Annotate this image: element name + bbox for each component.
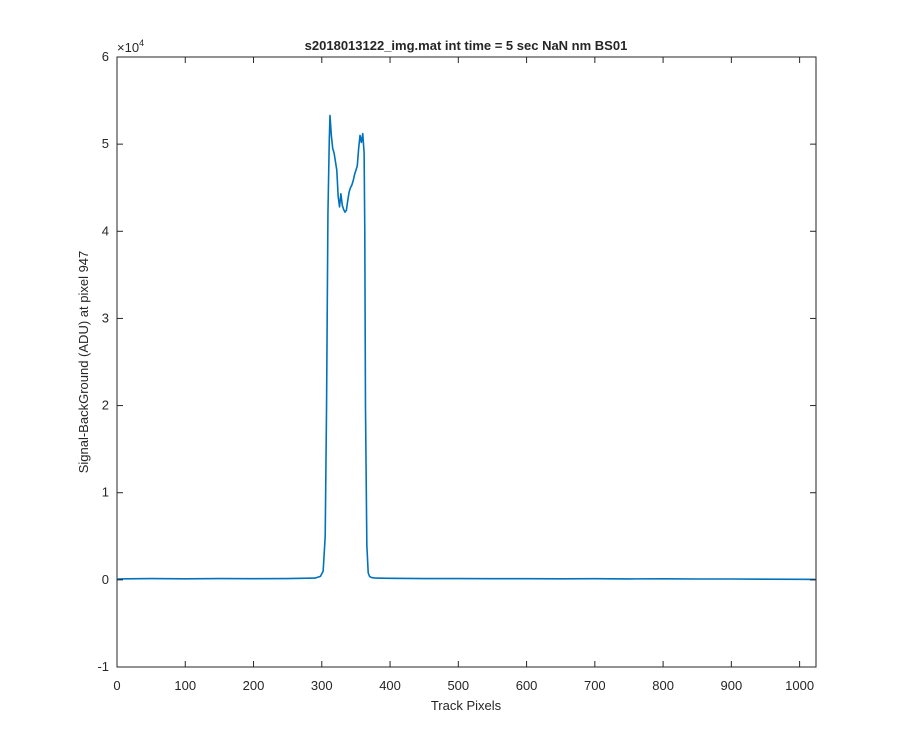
x-tick-label: 400 [379, 678, 401, 693]
y-axis-exponent: ×104 [117, 38, 144, 55]
x-tick-label: 800 [652, 678, 674, 693]
x-tick-label: 700 [584, 678, 606, 693]
chart-title: s2018013122_img.mat int time = 5 sec NaN… [305, 38, 628, 53]
y-tick-label: 4 [102, 223, 109, 238]
x-tick-label: 900 [721, 678, 743, 693]
x-tick-label: 600 [516, 678, 538, 693]
x-tick-label: 0 [113, 678, 120, 693]
y-exponent-base: ×10 [117, 40, 139, 55]
x-tick-label: 500 [447, 678, 469, 693]
y-tick-label: 0 [102, 572, 109, 587]
y-tick-label: 5 [102, 136, 109, 151]
x-tick-label: 200 [243, 678, 265, 693]
y-exponent-power: 4 [139, 38, 144, 48]
x-ticks: 0 100 200 300 400 500 600 700 800 900 1000 [113, 57, 814, 693]
x-tick-label: 300 [311, 678, 333, 693]
x-axis-label: Track Pixels [431, 698, 502, 713]
line-layer [116, 114, 817, 581]
y-tick-label: 1 [102, 485, 109, 500]
y-tick-label: -1 [97, 659, 109, 674]
plot-area: 0 100 200 300 400 500 600 700 800 900 1000 -1 0 1 2 3 4… [97, 49, 817, 693]
y-tick-label: 6 [102, 49, 109, 64]
axes-box [116, 56, 817, 668]
y-axis-label: Signal-BackGround (ADU) at pixel 947 [76, 251, 91, 474]
x-tick-label: 100 [174, 678, 196, 693]
y-tick-label: 3 [102, 310, 109, 325]
y-ticks: -1 0 1 2 3 4 5 6 [97, 49, 816, 674]
series-line-0 [116, 114, 817, 581]
x-tick-label: 1000 [785, 678, 814, 693]
y-tick-label: 2 [102, 398, 109, 413]
